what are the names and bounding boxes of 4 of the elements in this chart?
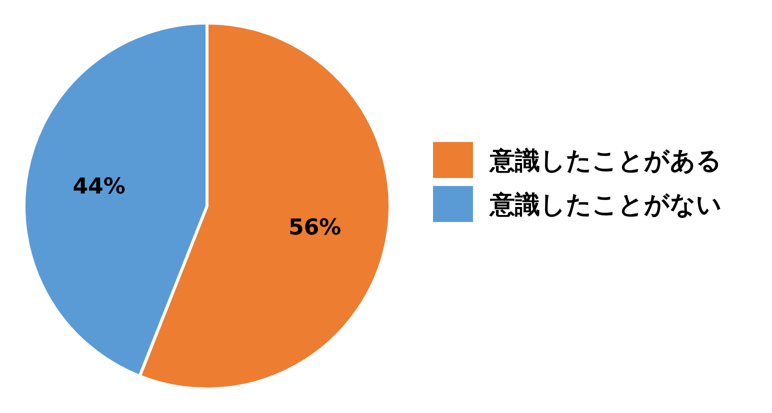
legend-label: 意識したことがある: [489, 146, 722, 175]
data-label: 56%: [288, 216, 342, 241]
data-label: 44%: [72, 174, 126, 200]
legend-label: 意識したことがない: [489, 190, 722, 219]
